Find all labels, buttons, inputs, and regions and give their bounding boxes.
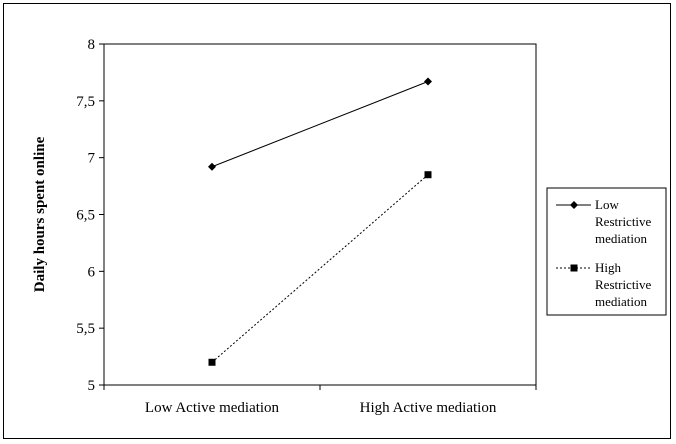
legend-label: Restrictive (595, 214, 652, 229)
y-tick-label: 6 (88, 264, 96, 280)
y-axis-title: Daily hours spent online (32, 136, 48, 292)
series-1-line (211, 81, 429, 168)
series-1 (208, 77, 432, 171)
legend-marker (570, 264, 578, 272)
legend-label: mediation (595, 231, 647, 246)
y-tick-label: 6,5 (76, 208, 95, 224)
plot-border (103, 43, 537, 386)
y-tick-label: 7 (88, 151, 96, 167)
series-group (208, 77, 432, 366)
legend-label: Restrictive (595, 277, 652, 292)
line-chart: 5 5,5 6 6,5 7 7,5 8 Low Active mediation High A… (32, 37, 667, 416)
y-tick-label: 5,5 (76, 321, 95, 337)
plot-area (103, 43, 537, 386)
data-point (208, 162, 216, 171)
legend: Low Restrictive mediation High Restrictive me… (546, 187, 667, 316)
series-2 (208, 171, 432, 366)
legend-box (546, 187, 667, 316)
y-axis: 5 5,5 6 6,5 7 7,5 8 (76, 37, 104, 394)
legend-label: mediation (595, 294, 647, 309)
legend-entry: Low Restrictive mediation (556, 197, 652, 246)
legend-entry: High Restrictive mediation (556, 260, 652, 309)
legend-label: Low (595, 197, 619, 212)
data-point (424, 171, 432, 179)
series-2-line (211, 174, 429, 363)
legend-marker (570, 201, 578, 209)
y-tick-label: 7,5 (76, 94, 95, 110)
x-axis: Low Active mediation High Active mediatio… (103, 385, 537, 416)
y-tick-label: 8 (88, 37, 96, 53)
y-tick-label: 5 (88, 378, 96, 394)
x-tick-label: High Active mediation (360, 400, 497, 416)
x-tick-label: Low Active mediation (145, 400, 280, 416)
legend-label: High (595, 260, 622, 275)
chart-frame: 5 5,5 6 6,5 7 7,5 8 Low Active mediation High A… (3, 3, 671, 439)
data-point (208, 358, 216, 366)
data-point (424, 77, 432, 86)
